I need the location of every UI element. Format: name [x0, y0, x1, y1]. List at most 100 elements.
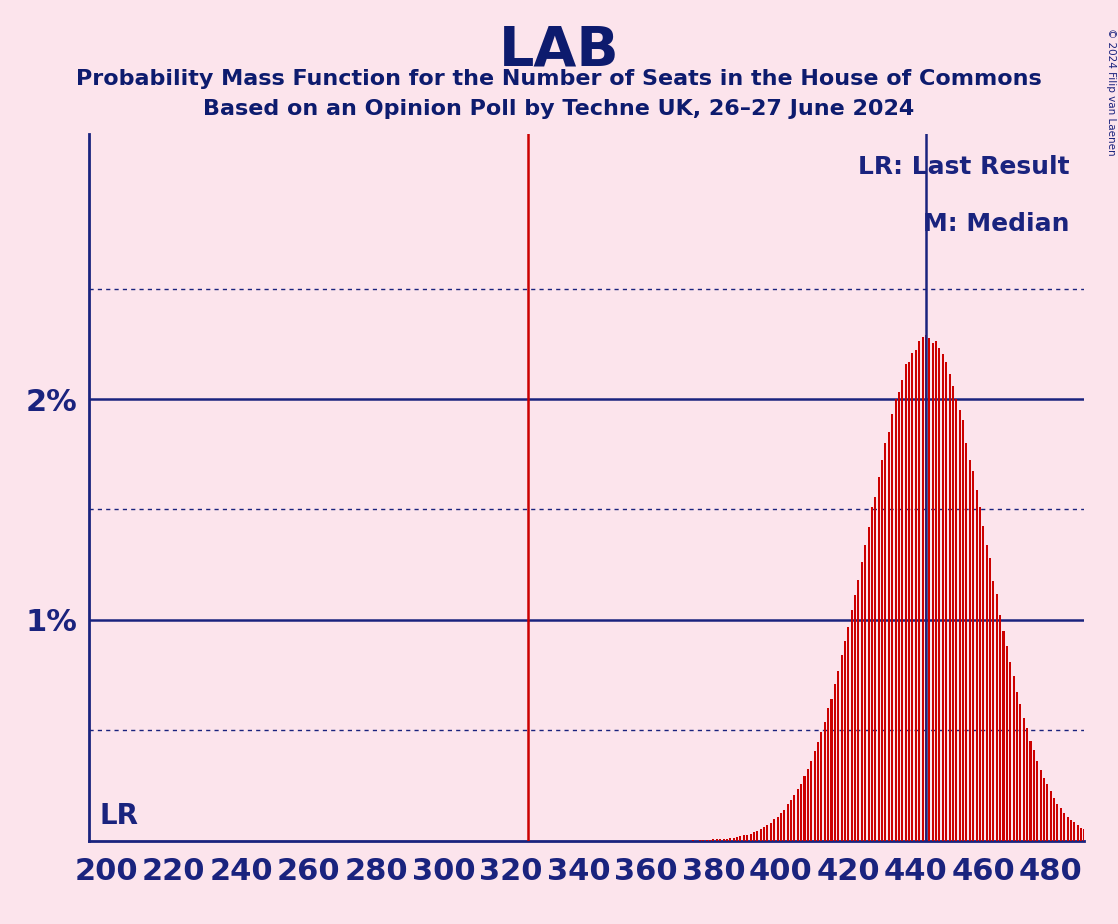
Bar [1057, 804, 1059, 841]
Bar [804, 776, 805, 841]
Bar [1060, 808, 1062, 841]
Bar [999, 614, 1001, 841]
Bar [746, 834, 748, 841]
Bar [729, 838, 731, 841]
Bar [901, 380, 903, 841]
Bar [800, 784, 802, 841]
Bar [1043, 778, 1045, 841]
Bar [749, 833, 751, 841]
Bar [794, 796, 795, 841]
Bar [1083, 830, 1086, 841]
Bar [821, 733, 823, 841]
Bar [1046, 784, 1049, 841]
Bar [884, 444, 887, 841]
Bar [1023, 718, 1025, 841]
Bar [742, 835, 745, 841]
Bar [1020, 704, 1022, 841]
Bar [878, 477, 880, 841]
Bar [739, 836, 741, 841]
Bar [847, 627, 850, 841]
Bar [931, 343, 934, 841]
Bar [1026, 728, 1029, 841]
Bar [814, 750, 816, 841]
Bar [774, 820, 775, 841]
Bar [780, 812, 781, 841]
Bar [797, 788, 798, 841]
Bar [945, 361, 947, 841]
Bar [983, 527, 984, 841]
Text: Based on an Opinion Poll by Techne UK, 26–27 June 2024: Based on an Opinion Poll by Techne UK, 2… [203, 99, 915, 119]
Bar [861, 562, 863, 841]
Bar [787, 804, 788, 841]
Bar [1016, 692, 1018, 841]
Bar [752, 832, 755, 841]
Bar [762, 827, 765, 841]
Bar [831, 699, 833, 841]
Bar [948, 374, 950, 841]
Bar [777, 817, 778, 841]
Text: LR: Last Result: LR: Last Result [858, 155, 1070, 179]
Bar [973, 471, 974, 841]
Bar [851, 610, 853, 841]
Bar [921, 337, 923, 841]
Bar [911, 353, 913, 841]
Bar [938, 348, 940, 841]
Bar [925, 335, 927, 841]
Bar [1070, 820, 1072, 841]
Bar [837, 671, 840, 841]
Bar [1040, 770, 1042, 841]
Bar [1077, 825, 1079, 841]
Bar [955, 398, 957, 841]
Bar [732, 838, 735, 841]
Bar [807, 769, 809, 841]
Bar [868, 527, 870, 841]
Text: LR: LR [100, 802, 139, 830]
Bar [1013, 676, 1015, 841]
Bar [854, 595, 856, 841]
Bar [908, 361, 910, 841]
Bar [770, 822, 771, 841]
Text: © 2024 Filip van Laenen: © 2024 Filip van Laenen [1106, 28, 1116, 155]
Bar [1003, 630, 1004, 841]
Bar [891, 415, 893, 841]
Bar [979, 507, 980, 841]
Bar [858, 579, 860, 841]
Bar [989, 558, 991, 841]
Bar [756, 831, 758, 841]
Bar [1006, 646, 1008, 841]
Text: M: Median: M: Median [923, 212, 1070, 236]
Bar [951, 385, 954, 841]
Bar [864, 544, 866, 841]
Bar [1010, 662, 1012, 841]
Bar [1033, 749, 1035, 841]
Bar [712, 839, 714, 841]
Bar [898, 392, 900, 841]
Text: Probability Mass Function for the Number of Seats in the House of Commons: Probability Mass Function for the Number… [76, 69, 1042, 90]
Bar [928, 338, 930, 841]
Bar [827, 709, 830, 841]
Bar [844, 641, 846, 841]
Bar [817, 742, 819, 841]
Bar [1030, 740, 1032, 841]
Bar [871, 507, 873, 841]
Bar [759, 830, 761, 841]
Bar [811, 760, 813, 841]
Bar [904, 363, 907, 841]
Bar [1067, 817, 1069, 841]
Bar [976, 490, 977, 841]
Bar [1080, 829, 1082, 841]
Bar [790, 800, 792, 841]
Bar [888, 432, 890, 841]
Bar [958, 410, 960, 841]
Bar [1073, 822, 1076, 841]
Bar [824, 723, 826, 841]
Bar [726, 839, 728, 841]
Bar [719, 839, 721, 841]
Bar [915, 350, 917, 841]
Bar [1063, 813, 1065, 841]
Bar [736, 837, 738, 841]
Bar [874, 497, 877, 841]
Bar [993, 581, 994, 841]
Bar [969, 460, 970, 841]
Bar [918, 341, 920, 841]
